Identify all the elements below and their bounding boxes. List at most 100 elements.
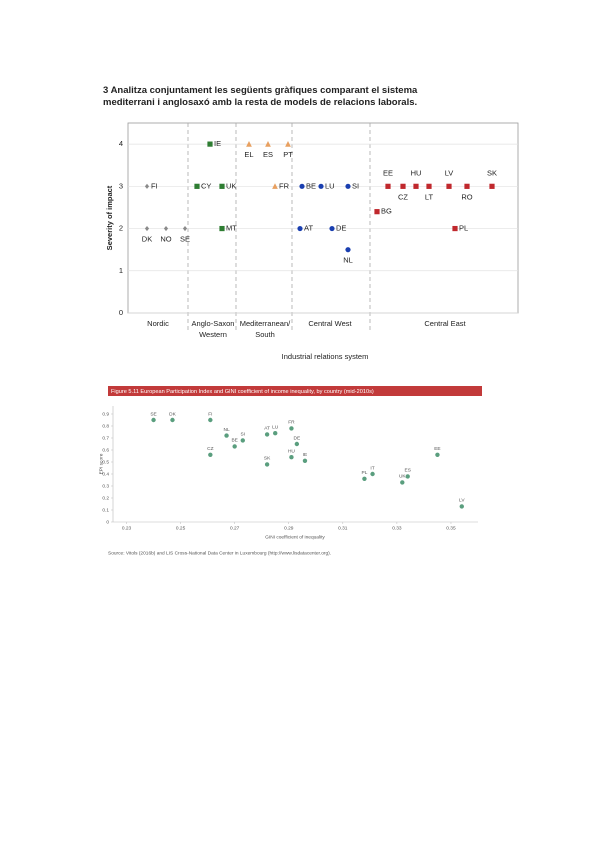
point (413, 183, 419, 189)
point-label: EL (244, 150, 253, 159)
point (459, 504, 464, 509)
point-label: LT (425, 192, 434, 201)
point-label: RO (461, 192, 472, 201)
point (446, 183, 452, 189)
point (289, 426, 294, 431)
point (144, 225, 150, 232)
point (435, 452, 440, 457)
y-axis-label: EPI score (98, 453, 104, 474)
point (170, 417, 175, 423)
point (273, 431, 278, 436)
point-label: BG (381, 207, 392, 216)
point-label: IE (303, 452, 308, 458)
point (426, 183, 432, 189)
point-label: AT (264, 426, 270, 432)
y-tick-label: 0.4 (102, 471, 109, 477)
point-label: DE (294, 435, 301, 441)
point-label: PT (283, 150, 293, 159)
y-axis-label: Severity of impact (105, 185, 114, 250)
x-tick-label: 0.35 (446, 525, 456, 531)
point-label: SI (241, 432, 246, 438)
point (297, 225, 303, 232)
point (264, 432, 270, 437)
point-label: SI (352, 181, 359, 190)
point-label: ES (405, 468, 411, 474)
x-tick-label: 0.29 (284, 525, 294, 531)
point (208, 452, 213, 457)
point (163, 225, 169, 232)
point (194, 183, 200, 189)
point-label: MT (226, 224, 237, 233)
point-label: LU (325, 181, 335, 190)
point (264, 462, 270, 467)
point (400, 480, 405, 485)
point-label: SK (264, 456, 271, 462)
point-label: LV (459, 498, 465, 504)
figure-title: Figure 5.11 European Participation Index… (111, 389, 374, 395)
heading-line: mediterrani i anglosaxó amb la resta de … (103, 97, 417, 108)
point (400, 183, 406, 189)
category-label: Nordic (147, 319, 169, 328)
point-label: LU (272, 424, 279, 430)
x-tick-label: 0.27 (230, 525, 240, 531)
y-tick-label: 0.5 (102, 459, 109, 465)
point (405, 474, 410, 479)
y-tick-label: 0.3 (102, 483, 109, 489)
category-label: Central East (424, 319, 466, 328)
x-axis-label: Industrial relations system (282, 352, 369, 361)
category-label: Central West (308, 319, 352, 328)
point-label: CY (201, 181, 211, 190)
point (219, 225, 225, 232)
point (144, 183, 150, 189)
point (151, 417, 156, 423)
point-label: FI (151, 181, 158, 190)
point-label: FR (288, 420, 295, 426)
point (489, 183, 495, 189)
point (265, 140, 271, 147)
category-label: Western (199, 330, 227, 339)
point-label: PL (362, 470, 368, 476)
point-label: HU (411, 168, 422, 177)
point (345, 183, 351, 189)
point (329, 225, 335, 232)
y-tick-label: 0.2 (102, 495, 109, 501)
point (246, 140, 252, 147)
point (272, 183, 278, 189)
point-label: NL (343, 256, 353, 265)
point (374, 209, 380, 215)
point (299, 183, 305, 189)
y-tick-label: 4 (119, 139, 123, 148)
point-label: SE (150, 411, 156, 417)
point-label: UK (226, 181, 236, 190)
point-label: HU (288, 448, 295, 454)
point-label: LV (445, 168, 454, 177)
y-tick-label: 0 (119, 308, 123, 317)
point (370, 471, 375, 477)
point-label: PL (459, 224, 468, 233)
point-label: FI (208, 411, 212, 417)
y-tick-label: 0.8 (102, 423, 109, 429)
figure-title-bar (108, 386, 482, 396)
point (285, 140, 291, 147)
category-label: South (255, 330, 275, 339)
point-label: DE (336, 224, 346, 233)
point-label: NL (223, 427, 229, 433)
point (464, 183, 470, 189)
x-tick-label: 0.31 (338, 525, 348, 531)
point-label: SK (487, 168, 497, 177)
point (224, 433, 229, 438)
y-tick-label: 0.1 (102, 507, 109, 513)
point (294, 441, 300, 447)
point (318, 183, 324, 189)
point-label: DK (142, 235, 152, 244)
y-tick-label: 1 (119, 266, 123, 275)
x-tick-label: 0.33 (392, 525, 402, 531)
point (362, 476, 367, 481)
y-tick-label: 0.6 (102, 447, 109, 453)
point (182, 225, 188, 232)
category-label: Anglo-Saxon (192, 319, 235, 328)
source-note: Source: Vitols (2016b) and LIS Cross-Nat… (108, 550, 331, 556)
point (385, 183, 391, 189)
point-label: UK (399, 474, 406, 480)
